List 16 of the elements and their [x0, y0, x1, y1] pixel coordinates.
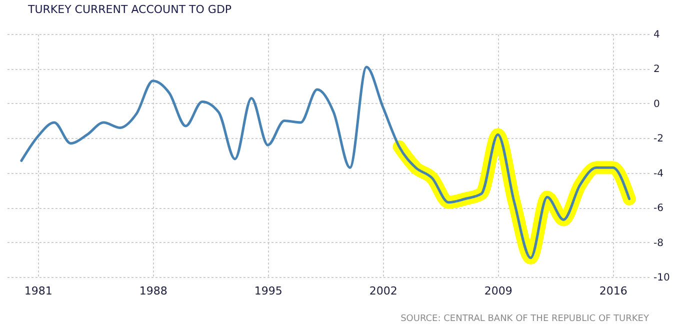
y-tick-label: -6 [654, 203, 664, 214]
y-tick-label: -8 [654, 238, 664, 249]
x-tick-label: 2002 [369, 284, 398, 298]
y-tick-label: 0 [654, 98, 660, 110]
x-tick-label: 2016 [599, 284, 628, 298]
y-tick-label: -4 [654, 168, 664, 180]
x-tick-label: 1988 [139, 284, 168, 298]
y-tick-label: 4 [654, 30, 660, 40]
chart-title: TURKEY CURRENT ACCOUNT TO GDP [27, 3, 232, 16]
x-tick-label: 1995 [254, 284, 282, 298]
y-tick-label: -2 [654, 134, 664, 145]
y-tick-label: -10 [654, 272, 670, 284]
x-tick-label: 2009 [484, 284, 512, 298]
x-tick-label: 1981 [24, 284, 52, 298]
source-note: SOURCE: CENTRAL BANK OF THE REPUBLIC OF TURKEY [400, 314, 650, 324]
y-tick-label: 2 [654, 64, 660, 76]
